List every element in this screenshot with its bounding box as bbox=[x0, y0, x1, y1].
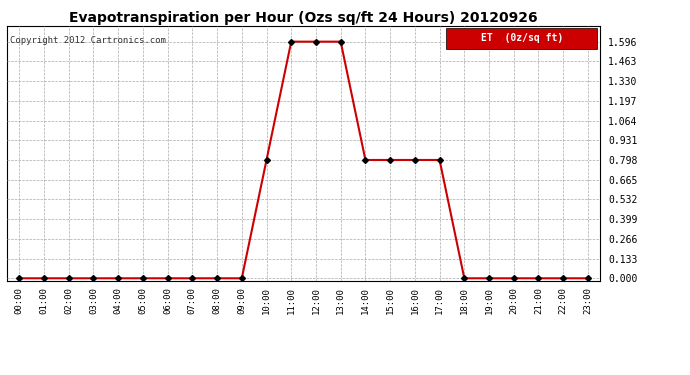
FancyBboxPatch shape bbox=[446, 27, 598, 49]
Title: Evapotranspiration per Hour (Ozs sq/ft 24 Hours) 20120926: Evapotranspiration per Hour (Ozs sq/ft 2… bbox=[69, 11, 538, 25]
Text: Copyright 2012 Cartronics.com: Copyright 2012 Cartronics.com bbox=[10, 36, 166, 45]
Text: ET  (0z/sq ft): ET (0z/sq ft) bbox=[481, 33, 563, 43]
